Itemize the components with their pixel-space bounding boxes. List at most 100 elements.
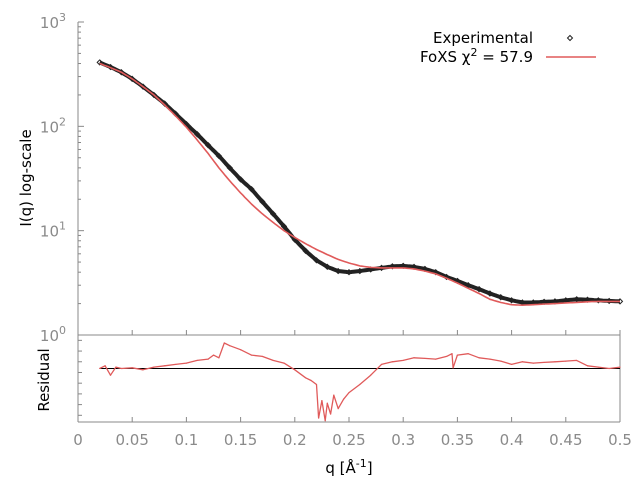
experimental-point xyxy=(334,267,342,275)
residual-point xyxy=(452,367,454,369)
residual-point xyxy=(131,367,133,369)
experimental-point xyxy=(269,210,277,218)
experimental-point xyxy=(302,247,309,255)
experimental-point xyxy=(226,164,233,172)
residual-point xyxy=(294,369,296,371)
experimental-point xyxy=(595,297,602,304)
experimental-point xyxy=(497,294,504,301)
residual-point xyxy=(305,377,307,379)
residual-point xyxy=(380,363,383,366)
experimental-point xyxy=(389,263,396,270)
residual-point xyxy=(283,362,285,364)
experimental-point xyxy=(345,268,353,276)
y-tick-label: 101 xyxy=(40,220,66,241)
experimental-point xyxy=(367,266,374,273)
residual-point xyxy=(153,366,155,368)
residual-point xyxy=(164,365,166,367)
residual-point xyxy=(576,359,578,362)
y-tick-label: 100 xyxy=(40,324,66,345)
residual-point xyxy=(261,355,263,358)
x-tick-label: 0.1 xyxy=(174,431,198,449)
residual-point xyxy=(272,359,274,362)
residual-point xyxy=(329,413,332,415)
experimental-point xyxy=(237,176,244,183)
residual-point xyxy=(115,366,117,368)
x-tick-label: 0.3 xyxy=(391,431,415,449)
experimental-point xyxy=(443,273,450,281)
experimental-point xyxy=(475,285,483,293)
residual-point xyxy=(511,363,513,366)
residual-line xyxy=(99,342,621,422)
residual-point xyxy=(478,357,480,359)
experimental-point xyxy=(508,297,515,304)
y-tick-label: 102 xyxy=(40,115,66,136)
residual-point xyxy=(207,358,209,360)
residual-point xyxy=(619,366,621,368)
legend-marker-experimental xyxy=(566,34,574,42)
residual-point xyxy=(185,362,187,364)
residual-point xyxy=(489,358,491,360)
residual-point xyxy=(348,391,350,394)
residual-point xyxy=(467,353,469,355)
experimental-point xyxy=(356,267,364,275)
x-tick-label: 0 xyxy=(73,431,83,449)
experimental-point xyxy=(204,141,212,149)
residual-point xyxy=(435,358,437,360)
experimental-point xyxy=(194,131,201,138)
legend-label-experimental: Experimental xyxy=(433,29,533,47)
experimental-data-band xyxy=(98,60,621,305)
residual-point xyxy=(413,357,415,359)
residual-point xyxy=(445,355,448,358)
residual-point xyxy=(608,367,610,370)
residual-point xyxy=(326,402,328,404)
residual-point xyxy=(370,374,372,376)
residual-point xyxy=(120,367,122,370)
residual-point xyxy=(500,360,502,362)
experimental-point xyxy=(324,263,331,271)
residual-point xyxy=(565,360,567,362)
residual-point xyxy=(174,363,177,366)
residual-point xyxy=(321,399,323,402)
plot-frame xyxy=(77,22,621,423)
experimental-point xyxy=(616,298,624,305)
x-tick-label: 0.4 xyxy=(500,431,524,449)
experimental-point xyxy=(486,290,494,297)
residual-point xyxy=(196,359,198,362)
residual-point xyxy=(229,345,231,347)
residual-point xyxy=(456,354,458,356)
residual-point xyxy=(109,374,112,376)
experimental-point xyxy=(280,223,288,230)
residual-point xyxy=(250,354,253,356)
residual-point xyxy=(554,361,556,363)
experimental-point xyxy=(248,185,255,193)
y-tick-label: 103 xyxy=(40,11,66,32)
residual-point xyxy=(324,420,326,422)
residual-point xyxy=(391,361,393,363)
residual-point xyxy=(532,362,534,364)
x-tick-label: 0.05 xyxy=(115,431,148,449)
legend: Experimental FoXS χ2 = 57.9 xyxy=(420,29,596,66)
residual-point xyxy=(223,342,225,344)
y-axis-label: I(q) log-scale xyxy=(17,129,35,226)
residual-point xyxy=(315,383,318,386)
foxs-fit-line xyxy=(99,62,621,307)
residual-point xyxy=(218,357,220,359)
experimental-point xyxy=(313,257,320,264)
residual-axis-label: Residual xyxy=(35,348,53,411)
residual-point xyxy=(543,361,545,364)
experimental-point xyxy=(96,59,103,66)
experimental-point xyxy=(605,297,613,305)
residual-point xyxy=(318,417,320,419)
x-tick-label: 0.5 xyxy=(608,431,632,449)
residual-point xyxy=(99,367,101,370)
residual-point xyxy=(212,354,215,356)
y-axis-ticks: 103 102 101 100 xyxy=(40,11,84,416)
x-tick-label: 0.45 xyxy=(549,431,582,449)
residual-point xyxy=(521,361,524,363)
residual-point xyxy=(402,359,404,362)
experimental-point xyxy=(259,198,266,205)
residual-point xyxy=(240,349,242,351)
residual-point xyxy=(104,365,106,367)
residual-point xyxy=(333,394,335,396)
x-tick-label: 0.35 xyxy=(441,431,474,449)
